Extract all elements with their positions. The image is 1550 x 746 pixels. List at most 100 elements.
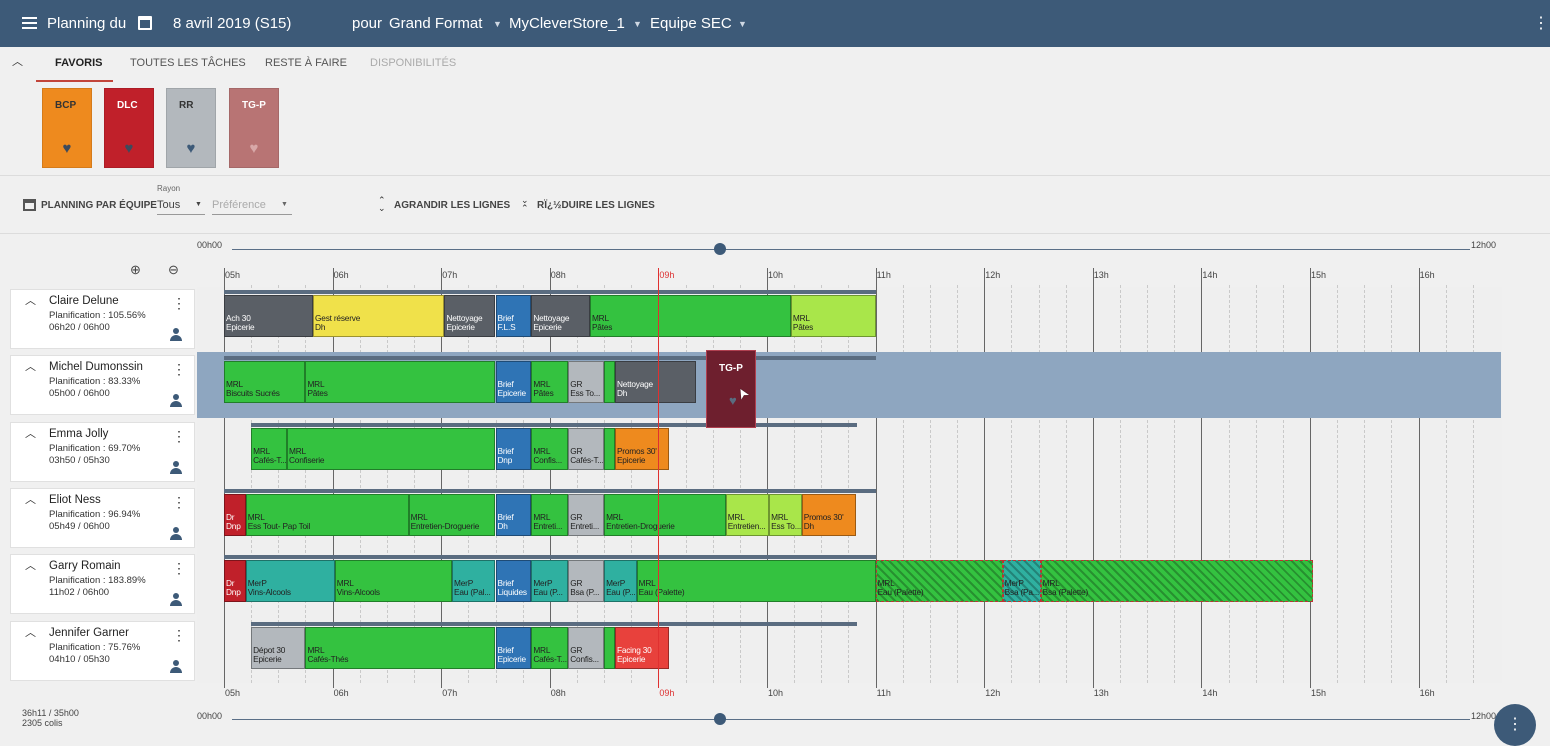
more-vert-icon[interactable]: ⋮ (172, 295, 186, 311)
heart-icon[interactable]: ♥ (124, 140, 134, 157)
collapse-row-icon[interactable]: ︿ (25, 626, 36, 639)
task-block[interactable]: MRL Bsa (Palette) (1040, 560, 1314, 603)
person-icon[interactable] (169, 593, 183, 607)
task-block[interactable]: MRL Vins-Alcools (334, 560, 453, 603)
range-slider-track[interactable] (232, 249, 1470, 250)
task-block[interactable]: GR Confis... (568, 626, 605, 669)
agrandir-lignes-button[interactable]: AGRANDIR LES LIGNES (394, 200, 511, 211)
planning-par-equipe-button[interactable]: PLANNING PAR ÉQUIPE (41, 200, 157, 211)
task-block[interactable]: Ach 30 Epicerie (224, 295, 314, 337)
tab-favoris[interactable]: FAVORIS (55, 57, 103, 69)
tab-toutes-taches[interactable]: TOUTES LES TÂCHES (130, 57, 246, 69)
calendar-icon[interactable] (138, 16, 152, 30)
task-block[interactable]: MRL Ess Tout- Pap Toil (245, 493, 409, 536)
task-block[interactable]: Nettoyage Epicerie (444, 295, 496, 337)
preference-select[interactable]: Préférence ▼ (212, 199, 292, 215)
task-block[interactable]: Facing 30 Epicerie (614, 626, 670, 669)
collapse-row-icon[interactable]: ︿ (25, 560, 36, 573)
person-icon[interactable] (169, 328, 183, 342)
task-block[interactable]: MRL Confiserie (286, 427, 496, 470)
task-block[interactable] (604, 427, 615, 470)
more-vert-icon[interactable]: ⋮ (172, 493, 186, 510)
team-select[interactable]: Equipe SEC ▼ (650, 15, 747, 32)
task-block[interactable]: MRL Eau (Palette) (636, 560, 876, 603)
task-block[interactable]: Promos 30' Dh (801, 493, 857, 536)
rayon-select[interactable]: Tous ▼ (157, 199, 205, 215)
range-slider-handle-bottom[interactable] (714, 713, 726, 725)
task-block[interactable]: Brief Epicerie (495, 361, 532, 404)
task-block[interactable]: MRL Ess To... (769, 493, 802, 536)
task-block[interactable]: GR Ess To... (568, 361, 605, 404)
task-block[interactable]: GR Bsa (P... (568, 560, 605, 603)
tab-reste-a-faire[interactable]: RESTE À FAIRE (265, 57, 347, 69)
favorite-card-rr[interactable]: RR ♥ (166, 88, 216, 168)
menu-icon[interactable] (22, 17, 37, 29)
task-block[interactable]: GR Entreti... (568, 493, 605, 536)
range-slider-track-bottom[interactable] (232, 719, 1470, 720)
task-block[interactable]: MerP Eau (P... (604, 560, 637, 603)
date-display[interactable]: 8 avril 2019 (S15) (173, 15, 292, 32)
more-vert-icon[interactable]: ⋮ (172, 361, 186, 378)
more-vert-icon[interactable]: ⋮ (172, 560, 186, 577)
fab-more-button[interactable]: ⋮ (1494, 704, 1536, 746)
dragged-favorite-card-tgp[interactable]: TG-P ♥ ➤ (706, 350, 756, 428)
collapse-row-icon[interactable]: ︿ (25, 493, 36, 506)
task-block[interactable]: MRL Pâtes (305, 361, 496, 404)
zoom-out-icon[interactable]: ⊖ (168, 262, 179, 277)
task-block[interactable]: Nettoyage Epicerie (531, 295, 590, 337)
task-block[interactable]: Dépot 30 Epicerie (251, 626, 306, 669)
collapse-icon[interactable]: ︿ (12, 56, 23, 68)
task-block[interactable]: Gest réserve Dh (313, 295, 445, 337)
task-block[interactable] (604, 361, 615, 404)
task-block[interactable]: MRL Cafés-T... (251, 427, 287, 470)
task-block[interactable]: Brief Liquides (495, 560, 532, 603)
task-block[interactable]: GR Cafés-T... (568, 427, 605, 470)
collapse-row-icon[interactable]: ︿ (25, 295, 36, 307)
task-block[interactable]: MerP Eau (P... (531, 560, 569, 603)
person-icon[interactable] (169, 394, 183, 408)
favorite-card-bcp[interactable]: BCP ♥ (42, 88, 92, 168)
more-vert-icon[interactable]: ⋮ (172, 626, 186, 643)
task-block[interactable]: MRL Pâtes (790, 295, 876, 337)
task-block[interactable]: MRL Pâtes (589, 295, 791, 337)
favorite-card-dlc[interactable]: DLC ♥ (104, 88, 154, 168)
task-block[interactable]: MRL Entreti... (531, 493, 569, 536)
zoom-in-icon[interactable]: ⊕ (130, 262, 141, 277)
collapse-row-icon[interactable]: ︿ (25, 427, 36, 440)
heart-icon[interactable]: ♥ (62, 140, 72, 157)
task-block[interactable]: Brief F.L.S (495, 295, 532, 337)
format-select[interactable]: Grand Format ▼ (389, 15, 502, 32)
task-block[interactable]: MerP Vins-Alcools (245, 560, 335, 603)
task-block[interactable]: Brief Epicerie (495, 626, 532, 669)
person-icon[interactable] (169, 526, 183, 541)
task-block[interactable]: MRL Entretien... (725, 493, 770, 536)
reduire-lignes-button[interactable]: RÏ¿½DUIRE LES LIGNES (537, 200, 655, 211)
heart-icon[interactable]: ♥ (186, 140, 196, 157)
task-block[interactable]: Promos 30' Epicerie (614, 427, 670, 470)
favorite-card-tgp[interactable]: TG-P ♥ (229, 88, 279, 168)
task-block[interactable]: MRL Cafés-Thés (305, 626, 496, 669)
task-block[interactable]: Nettoyage Dh (614, 361, 697, 404)
person-icon[interactable] (169, 460, 183, 475)
person-icon[interactable] (169, 659, 183, 674)
store-select[interactable]: MyCleverStore_1 ▼ (509, 15, 642, 32)
range-slider-handle[interactable] (714, 243, 726, 255)
task-block[interactable]: Brief Dh (495, 493, 532, 536)
task-block[interactable]: Brief Dnp (495, 427, 532, 470)
collapse-row-icon[interactable]: ︿ (25, 361, 36, 374)
more-vert-icon[interactable]: ⋮ (172, 427, 186, 444)
task-block[interactable]: MRL Pâtes (531, 361, 569, 404)
task-block[interactable]: MRL Cafés-T... (531, 626, 569, 669)
task-block[interactable]: MRL Entretien-Droguerie (604, 493, 726, 536)
task-block[interactable]: MRL Biscuits Sucrés (224, 361, 306, 404)
task-block[interactable]: MRL Confis... (531, 427, 569, 470)
task-block[interactable]: MRL Entretien-Droguerie (408, 493, 496, 536)
task-block[interactable]: Dr Dnp (224, 560, 246, 603)
heart-icon[interactable]: ♥ (249, 140, 259, 157)
task-block[interactable]: MerP Eau (Pal... (452, 560, 496, 603)
task-block[interactable] (604, 626, 615, 669)
more-vert-icon[interactable]: ⋮ (1533, 15, 1549, 32)
task-block[interactable]: Dr Dnp (224, 493, 246, 536)
task-block[interactable]: MRL Eau (Palette) (875, 560, 1003, 603)
task-block[interactable]: MerP Bsa (Pa... (1002, 560, 1041, 603)
